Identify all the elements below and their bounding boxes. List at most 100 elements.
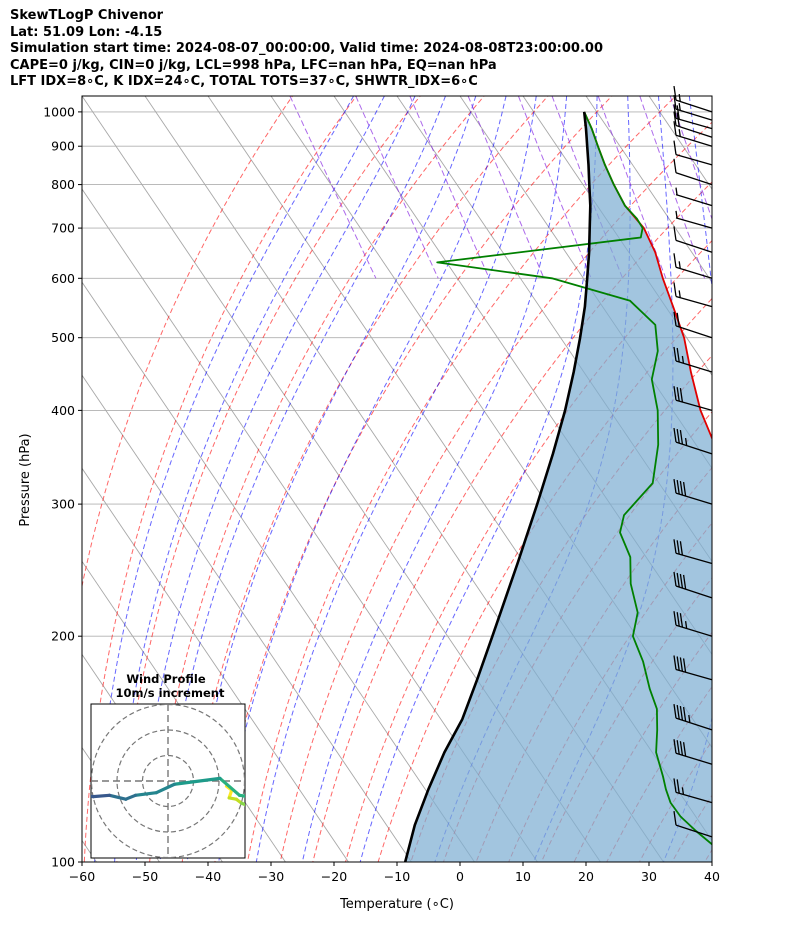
- mixing-ratio-line: [639, 96, 706, 279]
- mixing-ratio-line: [669, 96, 712, 221]
- x-tick-label: 40: [704, 869, 720, 884]
- wind-barb-shaft: [675, 172, 713, 186]
- wind-barb-shaft: [675, 239, 713, 253]
- hodograph-trace: [107, 793, 128, 801]
- wind-barb-shaft: [675, 154, 713, 166]
- wind-barb: [673, 111, 713, 138]
- hodograph-trace: [154, 782, 177, 795]
- x-axis-label: Temperature (∘C): [339, 897, 454, 912]
- wind-barb: [673, 226, 713, 253]
- wind-barb-flag: [676, 540, 680, 555]
- wind-barb-flag: [673, 121, 677, 136]
- wind-barb-half: [681, 355, 685, 364]
- wind-barb-half: [678, 261, 681, 269]
- wind-barb-flag: [673, 226, 677, 241]
- wind-barb-flag: [682, 742, 687, 757]
- wind-barb-flag: [679, 741, 684, 756]
- wind-barb-shaft: [675, 295, 713, 308]
- wind-barb-flag: [673, 704, 677, 719]
- y-tick-label: 500: [51, 330, 75, 345]
- moist-adiabat: [114, 96, 385, 862]
- cin-shaded-area: [405, 111, 712, 862]
- wind-barb-shaft: [675, 791, 713, 804]
- hodograph-trace: [64, 794, 71, 797]
- mixing-ratio-line: [467, 96, 545, 279]
- wind-barb-flag: [676, 428, 680, 444]
- wind-barb-shaft: [675, 134, 713, 147]
- hodograph-ring: [91, 704, 245, 858]
- wind-barb: [673, 611, 713, 637]
- wind-barb-flag: [673, 253, 677, 268]
- wind-barb-flag: [682, 658, 687, 673]
- time-line: Simulation start time: 2024-08-07_00:00:…: [10, 41, 603, 56]
- parcel-line: [403, 111, 592, 862]
- wind-barb: [673, 346, 713, 373]
- wind-barb-flag: [673, 611, 677, 626]
- chart-title: SkewTLogP Chivenor: [10, 8, 164, 23]
- wind-barb-shaft: [675, 124, 713, 138]
- wind-barb-flag: [673, 778, 677, 793]
- wind-barb-flag: [673, 311, 677, 326]
- x-tick-label: −40: [195, 869, 221, 884]
- location-line: Lat: 51.09 Lon: -4.15: [10, 24, 163, 40]
- wind-barb-flag: [673, 386, 677, 401]
- isotherm-line: [459, 96, 712, 470]
- hodograph-trace: [91, 793, 112, 799]
- wind-barb-flag: [682, 574, 687, 590]
- wind-barb-flag: [673, 739, 677, 754]
- wind-barb: [673, 386, 713, 412]
- dry-adiabat: [312, 181, 712, 862]
- wind-barb-half: [678, 129, 681, 137]
- hodograph-title: Wind Profile: [126, 672, 206, 686]
- wind-barb-flag: [679, 573, 684, 589]
- dry-adiabat: [727, 93, 794, 879]
- isotherm-line: [82, 374, 412, 862]
- hodograph-trace: [172, 776, 222, 786]
- mixing-ratio-line: [517, 96, 592, 279]
- wind-barb-shaft: [675, 193, 713, 207]
- isotherm-line: [711, 96, 712, 97]
- dry-adiabat: [279, 121, 712, 862]
- wind-barb: [673, 158, 713, 186]
- chart-header: SkewTLogP Chivenor Lat: 51.09 Lon: -4.15…: [10, 8, 603, 91]
- y-tick-label: 800: [51, 177, 75, 192]
- dry-adiabat: [759, 93, 794, 879]
- hodograph-trace: [266, 799, 267, 808]
- wind-barb: [673, 479, 713, 505]
- wind-barb-half: [684, 437, 688, 446]
- x-tick-label: 0: [456, 869, 464, 884]
- wind-barb-flag: [673, 346, 677, 362]
- dry-adiabat: [214, 96, 613, 862]
- y-tick-label: 700: [51, 221, 75, 236]
- mixing-ratio-line: [409, 96, 490, 279]
- wind-barb-flag: [673, 539, 677, 554]
- wind-barb-shaft: [675, 266, 713, 279]
- moist-adiabat: [720, 96, 794, 862]
- x-tick-label: −30: [258, 869, 284, 884]
- hodograph-trace: [57, 792, 64, 794]
- wind-barb: [673, 311, 713, 339]
- y-tick-label: 300: [51, 497, 75, 512]
- wind-barb: [675, 210, 713, 229]
- wind-barb-half: [678, 93, 681, 102]
- wind-barb-flag: [673, 282, 677, 297]
- isotherm-line: [82, 467, 349, 862]
- wind-barb-flag: [679, 388, 684, 403]
- wind-barb: [673, 539, 713, 565]
- wind-barb-flag: [673, 571, 677, 587]
- wind-barb: [673, 104, 713, 130]
- x-tick-label: −60: [69, 869, 95, 884]
- wind-barb-half: [678, 103, 681, 111]
- wind-barb: [673, 140, 713, 166]
- wind-barb-flag: [676, 612, 680, 627]
- isotherm-line: [585, 96, 712, 283]
- wind-barb-half: [675, 187, 678, 195]
- y-tick-label: 100: [51, 855, 75, 870]
- hodograph-trace: [218, 776, 242, 797]
- wind-barb: [673, 121, 713, 147]
- wind-barb-half: [681, 787, 685, 795]
- wind-barb: [673, 86, 713, 113]
- y-tick-label: 900: [51, 139, 75, 154]
- wind-barb: [673, 739, 713, 765]
